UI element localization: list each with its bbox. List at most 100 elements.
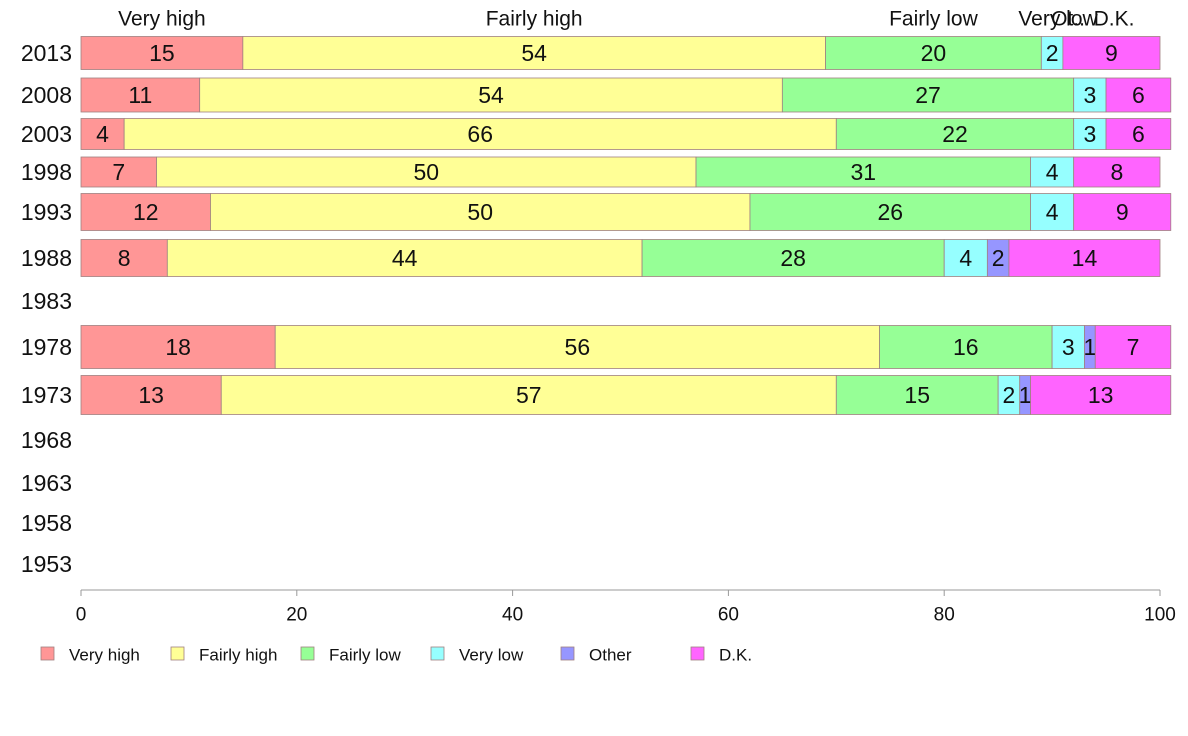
legend-label: Fairly low xyxy=(329,646,402,665)
bar-value-label: 9 xyxy=(1105,40,1118,66)
bar-value-label: 31 xyxy=(850,159,876,185)
top-label-0: Very high xyxy=(118,8,206,31)
top-label-2: Fairly low xyxy=(889,8,979,31)
legend-swatch xyxy=(690,646,705,661)
bar-value-label: 8 xyxy=(1110,159,1123,185)
bar-value-label: 22 xyxy=(942,121,968,147)
bar-value-label: 16 xyxy=(953,334,979,360)
bar-value-label: 50 xyxy=(413,159,439,185)
bar-segment xyxy=(1030,375,1172,415)
bar-segment xyxy=(835,118,1075,150)
bar-value-label: 56 xyxy=(565,334,591,360)
legend-swatch xyxy=(300,646,315,661)
year-label: 2008 xyxy=(21,82,72,108)
bar-value-label: 54 xyxy=(521,40,547,66)
top-label-3: Very low xyxy=(1018,8,1098,31)
bar-value-label: 15 xyxy=(904,382,930,408)
year-label: 1993 xyxy=(21,199,72,225)
bar-value-label: 7 xyxy=(1127,334,1140,360)
bar-segment xyxy=(749,193,1031,231)
bar-segment xyxy=(1030,156,1075,188)
bar-value-label: 50 xyxy=(467,199,493,225)
bar-value-label: 4 xyxy=(96,121,109,147)
legend-label: Very high xyxy=(69,646,140,665)
year-label: 2003 xyxy=(21,121,72,147)
bar-value-label: 1 xyxy=(1019,382,1032,408)
year-label: 1968 xyxy=(21,427,72,453)
year-label: 1953 xyxy=(21,551,72,577)
bar-segment xyxy=(1062,36,1161,70)
bar-segment xyxy=(274,325,880,369)
year-label: 1983 xyxy=(21,288,72,314)
bar-value-label: 27 xyxy=(915,82,941,108)
bar-value-label: 44 xyxy=(392,245,418,271)
bar-segment xyxy=(641,239,945,277)
bar-value-label: 18 xyxy=(165,334,191,360)
x-tick-label: 40 xyxy=(502,605,523,626)
bar-value-label: 4 xyxy=(1046,159,1059,185)
x-tick-label: 80 xyxy=(934,605,955,626)
bar-segment xyxy=(80,375,222,415)
bar-value-label: 28 xyxy=(780,245,806,271)
bar-segment xyxy=(199,77,783,113)
top-label-4: Ot.. xyxy=(1051,8,1085,31)
top-label-1: Fairly high xyxy=(486,8,583,31)
year-label: 1978 xyxy=(21,334,72,360)
bar-segment xyxy=(1051,325,1085,369)
bar-value-label: 57 xyxy=(516,382,542,408)
year-label: 1958 xyxy=(21,510,72,536)
legend-swatch xyxy=(560,646,575,661)
bar-segment xyxy=(1105,77,1172,113)
bar-segment xyxy=(80,325,276,369)
year-label: 1998 xyxy=(21,159,72,185)
legend-swatch xyxy=(170,646,185,661)
bar-segment xyxy=(166,239,643,277)
bar-value-label: 6 xyxy=(1132,121,1145,147)
legend-label: Fairly high xyxy=(199,646,277,665)
bar-segment xyxy=(80,193,211,231)
bar-segment xyxy=(80,239,168,277)
bar-segment xyxy=(1008,239,1161,277)
x-tick-label: 0 xyxy=(76,605,87,626)
bar-segment xyxy=(835,375,999,415)
legend-label: Very low xyxy=(459,646,524,665)
bar-value-label: 4 xyxy=(1046,199,1059,225)
year-label: 2013 xyxy=(21,40,72,66)
bar-segment xyxy=(781,77,1075,113)
x-tick-label: 60 xyxy=(718,605,739,626)
bar-value-label: 8 xyxy=(118,245,131,271)
legend-swatch xyxy=(40,646,55,661)
bar-segment xyxy=(123,118,837,150)
bar-value-label: 3 xyxy=(1083,121,1096,147)
bar-segment xyxy=(156,156,697,188)
legend-label: Other xyxy=(589,646,632,665)
bar-segment xyxy=(1030,193,1075,231)
legend-swatch xyxy=(430,646,445,661)
bar-segment xyxy=(1073,156,1161,188)
bar-value-label: 1 xyxy=(1083,334,1096,360)
bar-segment xyxy=(943,239,988,277)
bar-segment xyxy=(1073,77,1107,113)
year-label: 1963 xyxy=(21,470,72,496)
bar-segment xyxy=(695,156,1031,188)
bar-value-label: 4 xyxy=(959,245,972,271)
bar-segment xyxy=(1073,193,1172,231)
bar-value-label: 66 xyxy=(467,121,493,147)
bar-value-label: 11 xyxy=(128,82,152,108)
year-label: 1988 xyxy=(21,245,72,271)
bar-segment xyxy=(80,118,125,150)
bar-value-label: 15 xyxy=(149,40,175,66)
bar-segment xyxy=(1105,118,1172,150)
bar-value-label: 3 xyxy=(1083,82,1096,108)
bar-value-label: 3 xyxy=(1062,334,1075,360)
bar-value-label: 13 xyxy=(1088,382,1114,408)
bar-value-label: 13 xyxy=(138,382,164,408)
bar-segment xyxy=(1094,325,1172,369)
legend-label: D.K. xyxy=(719,646,752,665)
bar-value-label: 6 xyxy=(1132,82,1145,108)
bar-segment xyxy=(80,77,201,113)
bar-value-label: 26 xyxy=(877,199,903,225)
year-label: 1973 xyxy=(21,382,72,408)
x-tick-label: 100 xyxy=(1144,605,1176,626)
